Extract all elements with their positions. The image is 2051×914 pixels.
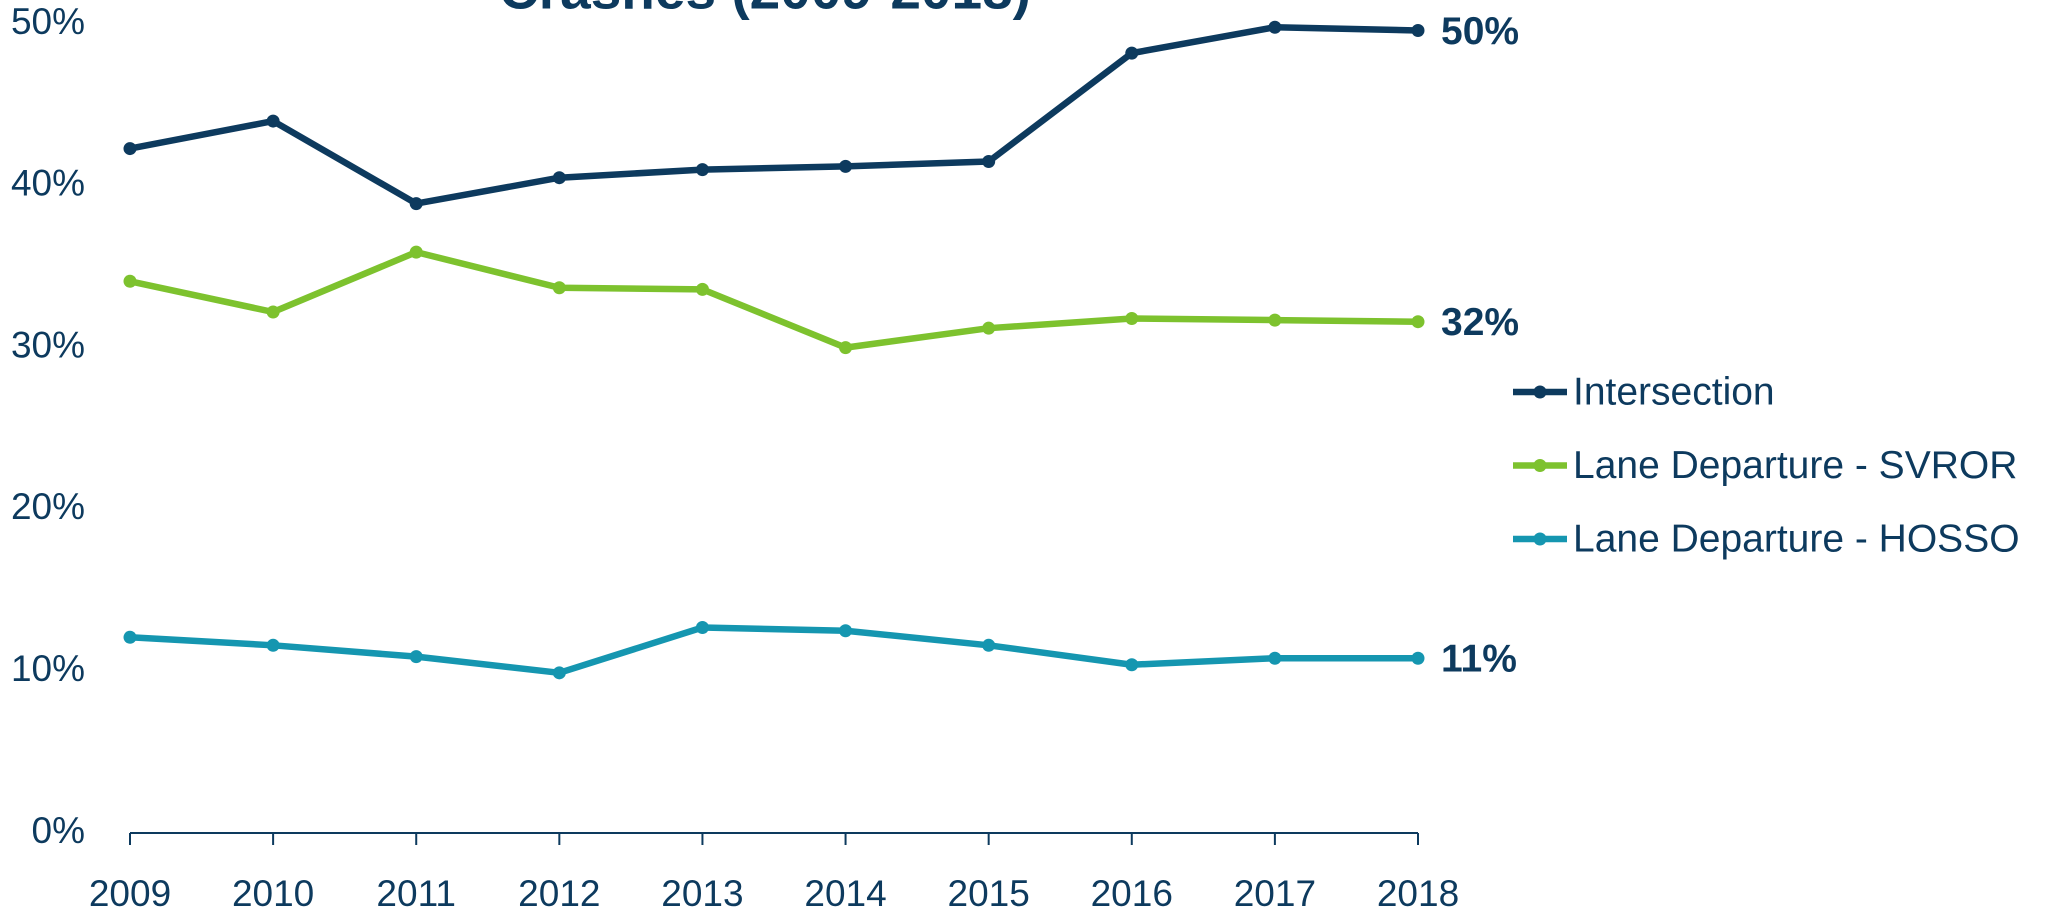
point [1411, 651, 1425, 665]
y-tick-label: 0% [32, 810, 85, 851]
point [695, 163, 709, 177]
point [1411, 23, 1425, 37]
legend-label: Lane Departure - SVROR [1573, 444, 2017, 487]
series-line [129, 624, 1418, 677]
point [123, 142, 137, 156]
x-tick-label: 2014 [804, 873, 886, 914]
value-label: 50% [1441, 10, 1519, 53]
y-tick-label: 30% [11, 324, 85, 365]
x-tick-label: 2009 [89, 873, 171, 914]
y-tick-label: 40% [11, 163, 85, 204]
legend-label: Lane Departure - HOSSO [1573, 517, 2020, 560]
legend-marker [1533, 385, 1547, 399]
point [266, 305, 280, 319]
x-tick-label: 2016 [1091, 873, 1173, 914]
point [839, 341, 853, 355]
point [1125, 46, 1139, 60]
point [123, 630, 137, 644]
series-line [129, 23, 1419, 207]
point [1268, 313, 1282, 327]
point [695, 621, 709, 635]
point [552, 171, 566, 185]
point [409, 650, 423, 664]
x-tick-label: 2015 [948, 873, 1030, 914]
y-tick-label: 50% [11, 1, 85, 42]
point [123, 274, 137, 288]
point [1125, 311, 1139, 325]
x-tick-label: 2017 [1234, 873, 1316, 914]
point [1268, 20, 1282, 34]
point [982, 321, 996, 335]
x-tick-label: 2018 [1377, 873, 1459, 914]
y-tick-label: 20% [11, 486, 85, 527]
y-tick-label: 10% [11, 648, 85, 689]
point [839, 624, 853, 638]
point [982, 638, 996, 652]
value-label: 32% [1441, 301, 1519, 344]
point [552, 281, 566, 295]
point [552, 666, 566, 680]
point [1125, 658, 1139, 672]
point [266, 638, 280, 652]
x-tick-label: 2011 [376, 873, 456, 914]
point [1411, 315, 1425, 329]
series-line [129, 248, 1419, 351]
legend-marker [1533, 532, 1547, 546]
x-tick-label: 2013 [661, 873, 743, 914]
value-label: 11% [1441, 638, 1517, 681]
point [409, 245, 423, 259]
legend-marker [1533, 459, 1547, 472]
point [1268, 651, 1282, 665]
x-tick-label: 2012 [518, 873, 600, 914]
chart-title: Crashes (2009-2018) [499, 0, 1031, 21]
point [266, 114, 280, 128]
point [839, 159, 853, 173]
x-tick-label: 2010 [232, 873, 314, 914]
point [409, 197, 423, 211]
point [695, 282, 709, 296]
legend-label: Intersection [1573, 370, 1775, 413]
point [982, 155, 996, 169]
